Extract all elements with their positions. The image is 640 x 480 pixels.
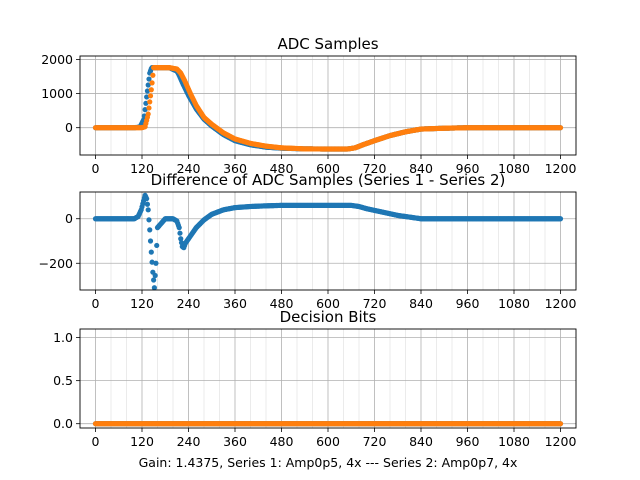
x-tick-label: 120: [130, 161, 154, 176]
x-tick-label: 480: [270, 161, 294, 176]
data-point: [149, 80, 155, 86]
xlabel-gain: Gain: 1.4375, Series 1: Amp0p5, 4x --- S…: [139, 455, 518, 470]
data-point: [144, 201, 151, 207]
data-point: [145, 207, 151, 213]
plot-difference: 0 120 240 360 480 600 720 840 960 1080 1200 −200 0: [39, 191, 577, 311]
y-tick-label: 1.0: [53, 330, 73, 345]
x-tick-label: 840: [409, 296, 433, 311]
data-point: [146, 105, 152, 111]
y-tick-label: 0: [65, 120, 73, 135]
x-tick-label: 960: [456, 434, 480, 449]
x-tick-label: 120: [130, 296, 154, 311]
data-point: [145, 111, 151, 117]
x-tick-label: 240: [177, 296, 201, 311]
plot-decision-bits: 0 120 240 360 480 600 720 840 960 1080 1200 0.0 0.5 1…: [53, 328, 577, 449]
data-point: [150, 72, 156, 78]
panel-adc-samples: ADC Samples 0 120 240 360 480 600 720 840 960 108…: [41, 35, 576, 176]
data-point: [557, 421, 564, 427]
series-2: [92, 65, 564, 152]
x-tick-label: 1080: [498, 434, 530, 449]
x-tick-label: 720: [363, 434, 387, 449]
x-tick-label: 720: [363, 161, 387, 176]
x-tick-label: 0: [92, 296, 100, 311]
x-tick-label: 360: [223, 161, 247, 176]
title-decision-bits: Decision Bits: [280, 308, 377, 326]
data-point: [177, 230, 183, 236]
panel-decision-bits: Decision Bits 0 120 240 360 480 600 720 840 960 1…: [53, 308, 576, 470]
x-tick-label: 600: [316, 434, 340, 449]
x-tick-label: 840: [409, 161, 433, 176]
y-tick-label: 2000: [41, 52, 73, 67]
plot-adc-samples: 0 120 240 360 480 600 720 840 960 1080 1200 0 1000 20…: [41, 52, 576, 176]
data-point: [153, 260, 159, 266]
data-point: [154, 242, 160, 249]
x-tick-label: 360: [223, 434, 247, 449]
data-point: [146, 217, 152, 223]
x-tick-label: 480: [270, 434, 294, 449]
data-point: [152, 272, 158, 279]
x-tick-label: 1080: [498, 161, 530, 176]
x-tick-label: 0: [92, 434, 100, 449]
data-point: [147, 238, 154, 244]
series-2: [92, 421, 564, 427]
x-tick-label: 120: [130, 434, 154, 449]
panel-difference: Difference of ADC Samples (Series 1 - Se…: [39, 171, 577, 311]
data-point: [557, 125, 564, 131]
data-point: [144, 196, 150, 202]
x-tick-label: 1080: [498, 296, 530, 311]
x-tick-label: 960: [456, 296, 480, 311]
y-tick-label: 0.0: [53, 416, 73, 431]
data-point: [178, 236, 184, 242]
x-tick-label: 0: [92, 161, 100, 176]
data-point: [148, 249, 154, 255]
y-tick-label: 1000: [41, 86, 73, 101]
x-tick-label: 600: [316, 161, 340, 176]
x-tick-label: 480: [270, 296, 294, 311]
x-tick-label: 720: [363, 296, 387, 311]
data-point: [147, 93, 154, 99]
data-point: [176, 225, 182, 231]
series-1: [92, 192, 564, 291]
x-tick-label: 360: [223, 296, 247, 311]
data-point: [151, 285, 157, 291]
data-point: [145, 82, 151, 88]
data-point: [147, 227, 153, 233]
data-point: [146, 76, 152, 82]
y-tick-label: 0.5: [53, 373, 73, 388]
x-tick-label: 1200: [545, 434, 577, 449]
x-tick-label: 840: [409, 434, 433, 449]
x-tick-label: 240: [177, 161, 201, 176]
data-point: [148, 87, 154, 93]
data-point: [151, 277, 157, 283]
data-point: [557, 216, 564, 222]
data-point: [147, 99, 153, 105]
title-difference: Difference of ADC Samples (Series 1 - Se…: [151, 171, 506, 189]
x-tick-label: 1200: [545, 161, 577, 176]
x-tick-label: 600: [316, 296, 340, 311]
y-tick-label: −200: [39, 256, 73, 271]
x-tick-label: 960: [456, 161, 480, 176]
title-adc-samples: ADC Samples: [277, 35, 378, 53]
data-point: [142, 107, 148, 113]
x-tick-label: 240: [177, 434, 201, 449]
x-tick-label: 1200: [545, 296, 577, 311]
y-tick-label: 0: [65, 211, 73, 226]
